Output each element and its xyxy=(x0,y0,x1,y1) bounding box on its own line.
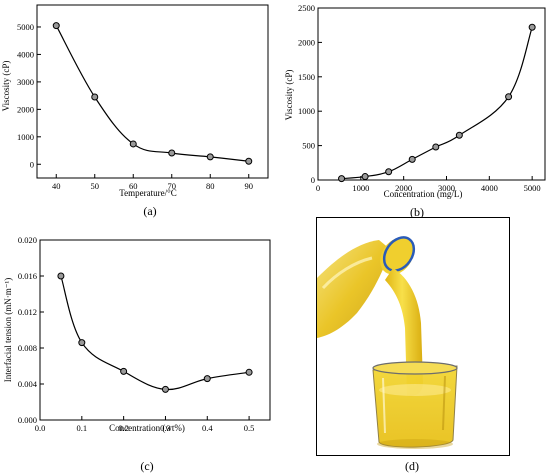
chart-a: 40 50 60 70 80 90 0 1000 2000 3000 4000 5000 Viscos… xyxy=(1,4,269,198)
data-point xyxy=(432,143,440,151)
viscous-fluid-pour-image xyxy=(317,218,509,455)
data-point xyxy=(203,375,211,383)
data-point xyxy=(505,93,513,101)
y-tick-label: 2000 xyxy=(17,104,34,114)
x-tick-label: 1000 xyxy=(352,183,369,193)
x-tick-label: 0 xyxy=(316,183,320,193)
x-tick-label: 50 xyxy=(91,181,100,191)
x-tick-label: 2000 xyxy=(395,183,412,193)
x-tick-label: 3000 xyxy=(438,183,455,193)
plot-frame xyxy=(317,7,546,181)
axes-c: 0.0 0.1 0.2 0.3 0.4 0.5 0.000 0.004 0.008 0.012 0.… xyxy=(18,235,271,433)
data-point xyxy=(161,385,169,393)
photo-frame xyxy=(316,217,510,456)
data-point xyxy=(385,168,393,176)
caption-c: (c) xyxy=(140,459,154,473)
data-point xyxy=(408,155,416,163)
x-tick-label: 0.4 xyxy=(202,423,213,433)
data-point xyxy=(78,339,86,347)
y-tick-label: 2500 xyxy=(298,3,315,13)
y-axis-label-b: Viscosity (cP) xyxy=(284,70,294,121)
data-point xyxy=(57,272,65,280)
caption-a: (a) xyxy=(143,204,157,218)
y-tick-label: 0.016 xyxy=(18,271,37,281)
bottle-shape xyxy=(317,240,391,338)
x-axis-label-b: Concentration (mg/L) xyxy=(384,189,463,199)
y-tick-label: 3000 xyxy=(17,77,34,87)
data-point xyxy=(52,22,60,30)
x-axis-label-a: Temperature/°C xyxy=(119,188,176,198)
y-tick-label: 4000 xyxy=(17,49,34,59)
data-point xyxy=(245,157,253,165)
axes-a: 40 50 60 70 80 90 0 1000 2000 3000 4000 5000 xyxy=(17,4,269,191)
series-line xyxy=(60,275,250,391)
x-tick-label: 5000 xyxy=(524,183,541,193)
x-tick-label: 0.0 xyxy=(35,423,46,433)
x-tick-label: 70 xyxy=(168,181,177,191)
data-point xyxy=(91,93,99,101)
caption-b: (b) xyxy=(410,205,424,219)
data-point xyxy=(206,153,214,161)
y-tick-label: 0.000 xyxy=(18,415,37,425)
y-tick-label: 0.008 xyxy=(18,343,37,353)
chart-b: 0 1000 2000 3000 4000 5000 0 500 1000 1500 2000 250… xyxy=(284,3,546,199)
chart-c: 0.0 0.1 0.2 0.3 0.4 0.5 0.000 0.004 0.008 0.012 0.… xyxy=(3,235,271,433)
plot-frame xyxy=(39,239,271,421)
axes-b: 0 1000 2000 3000 4000 5000 0 500 1000 1500 2000 250… xyxy=(298,3,546,193)
x-tick-label: 0.2 xyxy=(118,423,129,433)
x-tick-label: 60 xyxy=(129,181,138,191)
y-axis-label-a: Viscosity (cP) xyxy=(1,61,11,112)
y-tick-label: 500 xyxy=(302,141,315,151)
data-point xyxy=(245,368,253,376)
y-tick-label: 1000 xyxy=(298,106,315,116)
x-tick-label: 0.3 xyxy=(160,423,171,433)
y-tick-label: 0.004 xyxy=(18,379,38,389)
y-tick-label: 1000 xyxy=(17,132,34,142)
y-tick-label: 2000 xyxy=(298,37,315,47)
x-axis-label-c: Concentration (wt%) xyxy=(109,423,185,433)
y-tick-label: 0 xyxy=(30,159,34,169)
x-tick-label: 0.5 xyxy=(244,423,255,433)
data-point xyxy=(129,140,137,148)
x-tick-label: 80 xyxy=(206,181,215,191)
x-tick-label: 90 xyxy=(245,181,254,191)
series-line xyxy=(341,27,533,180)
data-point xyxy=(361,173,369,181)
data-point xyxy=(455,131,463,139)
data-point xyxy=(338,175,346,183)
x-tick-label: 40 xyxy=(52,181,61,191)
x-tick-label: 4000 xyxy=(481,183,498,193)
y-axis-label-c: Interfacial tension (mN·m⁻¹) xyxy=(3,278,13,382)
caption-d: (d) xyxy=(405,459,419,473)
y-tick-label: 0.020 xyxy=(18,235,37,245)
data-point xyxy=(168,149,176,157)
data-point xyxy=(120,367,128,375)
data-point xyxy=(528,23,536,31)
plot-frame xyxy=(36,4,269,179)
y-tick-label: 5000 xyxy=(17,22,34,32)
series-line xyxy=(55,25,249,162)
y-tick-label: 1500 xyxy=(298,72,315,82)
x-tick-label: 0.1 xyxy=(77,423,88,433)
y-tick-label: 0.012 xyxy=(18,307,37,317)
y-tick-label: 0 xyxy=(311,175,315,185)
